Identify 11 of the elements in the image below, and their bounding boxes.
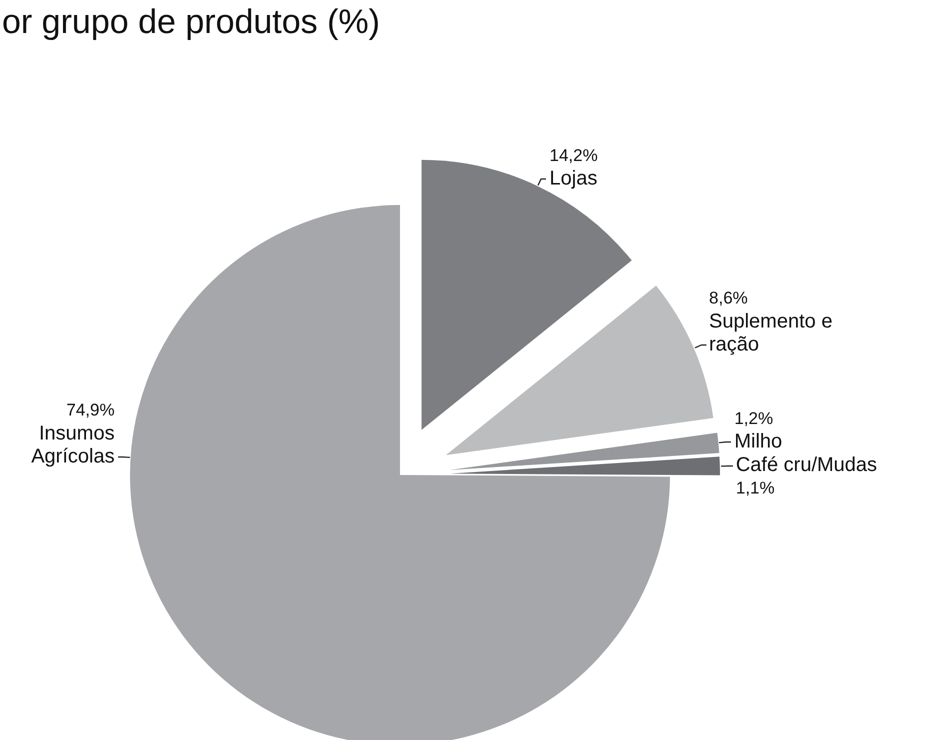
slice-label: Café cru/Mudas (736, 454, 878, 476)
data-label: 1,2% (734, 408, 774, 428)
data-label: 8,6% (709, 288, 748, 308)
chart-title: or grupo de produtos (%) (2, 2, 380, 42)
data-label: 14,2% (550, 146, 598, 165)
slice-label: Suplemento e ração (709, 310, 832, 356)
slice-label: Milho (734, 430, 782, 453)
data-label: 1,1% (736, 478, 775, 498)
slice-label: Lojas (550, 168, 598, 190)
data-label: 74,9% (66, 400, 115, 420)
slice-label: Insumos Agrícolas (31, 422, 115, 468)
